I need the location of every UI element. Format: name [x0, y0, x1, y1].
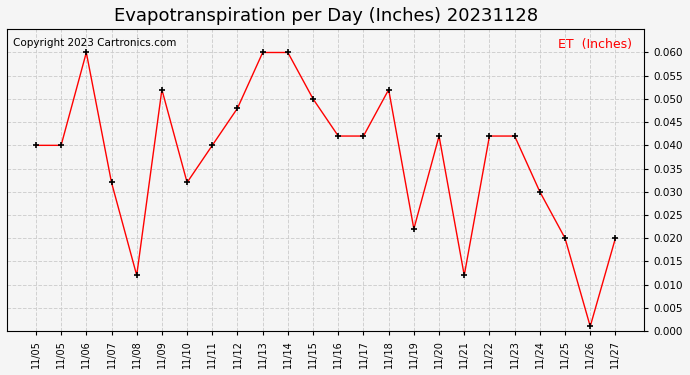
Title: Evapotranspiration per Day (Inches) 20231128: Evapotranspiration per Day (Inches) 2023… — [114, 7, 538, 25]
Text: ET  (Inches): ET (Inches) — [558, 38, 631, 51]
Text: Copyright 2023 Cartronics.com: Copyright 2023 Cartronics.com — [13, 38, 177, 48]
